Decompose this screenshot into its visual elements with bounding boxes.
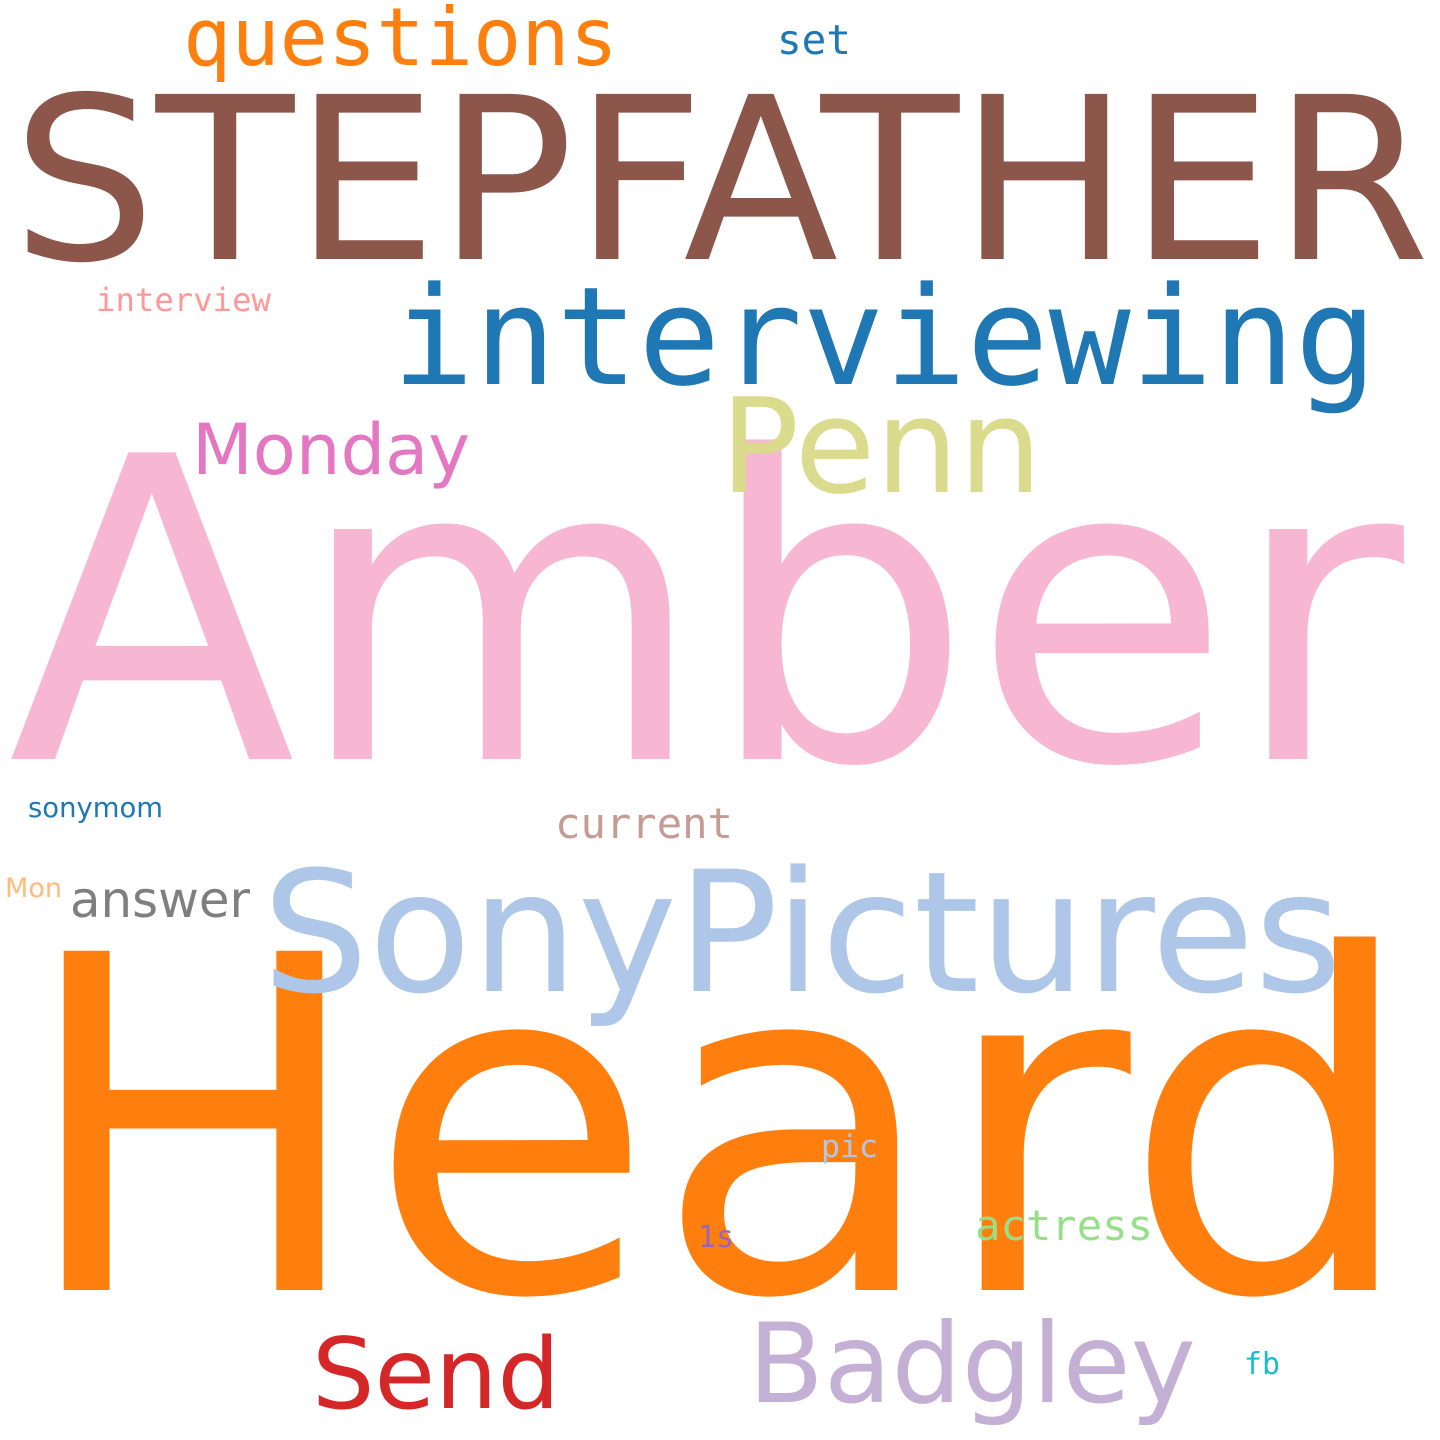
word-monday: Monday — [192, 408, 470, 491]
word-sonypictures: SonyPictures — [262, 834, 1342, 1031]
word-stepfather: STEPFATHER — [12, 49, 1430, 313]
word-1s: 1s — [698, 1220, 734, 1256]
word-fb: fb — [1244, 1346, 1280, 1382]
word-penn: Penn — [720, 370, 1042, 524]
word-heard: Heard — [18, 858, 1418, 1401]
word-amber: Amber — [8, 369, 1404, 859]
word-badgley: Badgley — [748, 1299, 1196, 1429]
word-mon: Mon — [5, 872, 62, 904]
word-interview: interview — [96, 280, 271, 319]
word-interviewing: interviewing — [392, 257, 1377, 417]
word-answer: answer — [70, 870, 250, 929]
word-questions: questions — [183, 0, 618, 84]
word-current: current — [555, 799, 733, 849]
word-pic: pic — [821, 1128, 878, 1165]
word-set: set — [777, 15, 851, 64]
word-send: Send — [312, 1317, 560, 1432]
word-sonymom: sonymom — [28, 793, 163, 825]
word-actress: actress — [975, 1201, 1153, 1251]
